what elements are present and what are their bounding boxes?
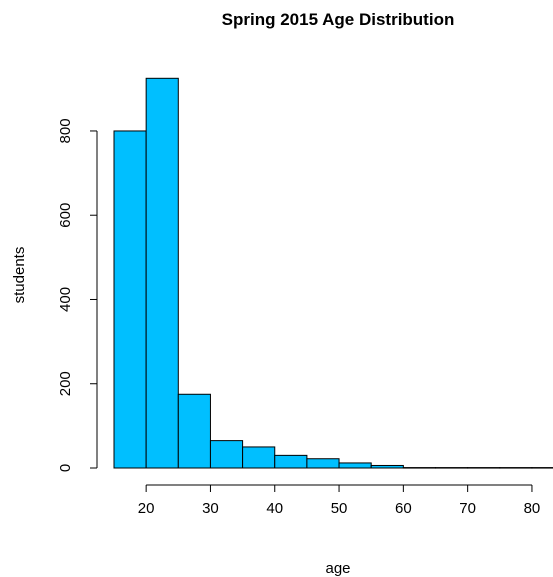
x-tick-label-20: 20 [138, 500, 155, 517]
x-tick-label-60: 60 [395, 500, 412, 517]
histogram-bar-30-35 [209, 440, 244, 469]
x-axis-label: age [325, 560, 350, 577]
histogram-bar-25-30 [177, 393, 211, 469]
y-tick-label-200: 200 [57, 371, 74, 396]
x-tick-label-70: 70 [459, 500, 476, 517]
y-axis-label: students [11, 247, 28, 304]
histogram-bar-40-45 [274, 454, 308, 469]
histogram-bar-55-60 [370, 464, 404, 469]
histogram-bar-20-25 [145, 77, 179, 469]
y-axis: 0 200 400 600 800 [57, 118, 98, 472]
x-tick-label-40: 40 [266, 500, 283, 517]
y-tick-label-600: 600 [57, 203, 74, 228]
y-tick-label-400: 400 [57, 287, 74, 312]
x-tick-label-50: 50 [331, 500, 348, 517]
x-axis: 20 30 40 50 60 70 80 [138, 484, 541, 517]
histogram-bar-70-75 [467, 467, 501, 469]
x-tick-label-80: 80 [524, 500, 541, 517]
x-tick-label-30: 30 [202, 500, 219, 517]
y-tick-label-800: 800 [57, 118, 74, 143]
histogram-bar-50-55 [338, 462, 372, 469]
histogram-bar-65-70 [435, 467, 469, 469]
histogram-bar-35-40 [242, 446, 276, 469]
y-tick-label-0: 0 [57, 464, 74, 472]
histogram-bar-75-80 [499, 467, 533, 469]
bars-group [113, 77, 553, 469]
histogram-bar-45-50 [306, 458, 340, 469]
chart-title: Spring 2015 Age Distribution [222, 10, 455, 29]
histogram-bar-80-85 [531, 467, 553, 469]
histogram-bar-60-65 [402, 467, 437, 469]
histogram-bar-15-20 [113, 130, 147, 469]
